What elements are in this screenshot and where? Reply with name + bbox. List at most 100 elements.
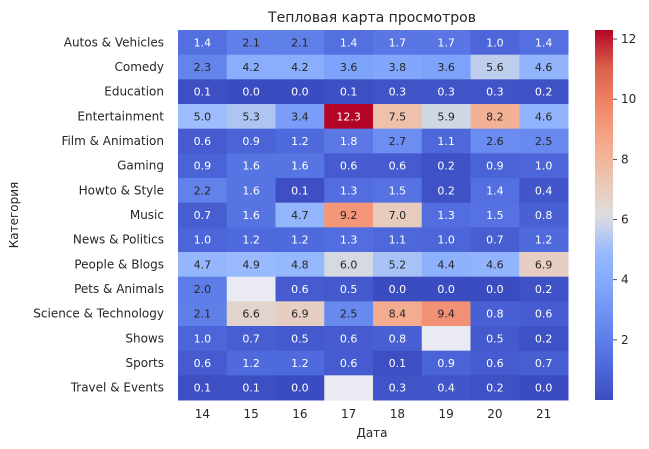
cell-value-label: 9.4 xyxy=(437,308,455,321)
cell-value-label: 0.1 xyxy=(194,86,212,99)
cell-value-label: 5.0 xyxy=(194,110,212,123)
cell-value-label: 0.1 xyxy=(389,357,407,370)
cell-value-label: 1.2 xyxy=(242,357,260,370)
heatmap-cell xyxy=(324,350,374,376)
cell-value-label: 1.6 xyxy=(242,209,260,222)
heatmap-cell xyxy=(178,54,228,80)
cell-value-label: 1.1 xyxy=(389,234,407,247)
heatmap-cell xyxy=(324,54,374,80)
heatmap-cell xyxy=(519,276,569,302)
colorbar-tick-label: 4 xyxy=(621,273,629,287)
heatmap-cell xyxy=(226,326,276,352)
heatmap-cell xyxy=(519,326,569,352)
cell-value-label: 1.2 xyxy=(291,135,309,148)
heatmap-cell xyxy=(421,104,471,130)
heatmap-cell xyxy=(275,30,325,56)
cell-value-label: 6.9 xyxy=(291,308,309,321)
heatmap-cell xyxy=(421,79,471,105)
cell-value-label: 0.9 xyxy=(194,160,212,173)
heatmap-cell xyxy=(178,301,228,327)
cell-value-label: 1.3 xyxy=(437,209,455,222)
heatmap-cell xyxy=(519,178,569,204)
heatmap-cell xyxy=(226,350,276,376)
cell-value-label: 2.7 xyxy=(389,135,407,148)
cell-value-label: 4.6 xyxy=(535,110,553,123)
cell-value-label: 0.6 xyxy=(194,135,212,148)
heatmap-cell xyxy=(275,79,325,105)
cell-value-label: 0.3 xyxy=(437,86,455,99)
cell-value-label: 1.2 xyxy=(291,234,309,247)
cell-value-label: 4.8 xyxy=(291,258,309,271)
cell-value-label: 0.0 xyxy=(437,283,455,296)
cell-value-label: 1.7 xyxy=(389,36,407,49)
cell-value-label: 0.2 xyxy=(486,382,504,395)
heatmap-cell-empty xyxy=(324,375,374,401)
heatmap-cell xyxy=(519,54,569,80)
cell-value-label: 0.6 xyxy=(340,160,358,173)
cell-value-label: 0.6 xyxy=(340,332,358,345)
cell-value-label: 12.3 xyxy=(336,110,361,123)
y-tick-label: Autos & Vehicles xyxy=(64,35,164,49)
colorbar-tick-label: 2 xyxy=(621,333,629,347)
cell-value-label: 2.1 xyxy=(291,36,309,49)
heatmap-cell xyxy=(373,30,423,56)
cell-value-label: 4.2 xyxy=(242,61,260,74)
heatmap-cell-empty xyxy=(421,326,471,352)
cell-value-label: 0.6 xyxy=(486,357,504,370)
cell-value-label: 6.6 xyxy=(242,308,260,321)
heatmap-cell xyxy=(470,30,520,56)
heatmap-cell xyxy=(324,227,374,253)
cell-value-label: 0.2 xyxy=(437,160,455,173)
heatmap-cell xyxy=(519,104,569,130)
heatmap-cell xyxy=(519,153,569,179)
heatmap-cell xyxy=(226,301,276,327)
heatmap-cell xyxy=(421,227,471,253)
heatmap-cell xyxy=(470,153,520,179)
heatmap-cell xyxy=(178,178,228,204)
heatmap-cell xyxy=(275,276,325,302)
x-tick-label: 16 xyxy=(292,407,307,421)
y-tick-label: Gaming xyxy=(117,159,164,173)
y-tick-label: Pets & Animals xyxy=(74,282,164,296)
cell-value-label: 0.0 xyxy=(291,382,309,395)
cell-value-label: 1.6 xyxy=(242,160,260,173)
cell-value-label: 2.2 xyxy=(194,184,212,197)
heatmap-cell xyxy=(470,301,520,327)
heatmap-cell xyxy=(421,350,471,376)
cell-value-label: 6.9 xyxy=(535,258,553,271)
cell-value-label: 5.6 xyxy=(486,61,504,74)
cell-value-label: 0.3 xyxy=(389,382,407,395)
cell-value-label: 4.6 xyxy=(486,258,504,271)
heatmap-cell xyxy=(324,326,374,352)
cell-value-label: 1.7 xyxy=(437,36,455,49)
y-tick-label: Education xyxy=(104,85,164,99)
cell-value-label: 9.2 xyxy=(340,209,358,222)
y-tick-label: Science & Technology xyxy=(33,307,164,321)
cell-value-label: 0.2 xyxy=(535,332,553,345)
heatmap-cell xyxy=(373,252,423,278)
heatmap-cell xyxy=(275,128,325,154)
heatmap-cell xyxy=(178,227,228,253)
cell-value-label: 1.0 xyxy=(194,332,212,345)
heatmap-cell xyxy=(275,54,325,80)
heatmap-cell xyxy=(178,202,228,228)
cell-value-label: 7.0 xyxy=(389,209,407,222)
cell-value-label: 0.6 xyxy=(535,308,553,321)
y-tick-label: Shows xyxy=(125,331,164,345)
y-axis-label: Категория xyxy=(7,182,21,249)
heatmap-cell xyxy=(373,79,423,105)
heatmap-cell xyxy=(519,301,569,327)
y-tick-label: Travel & Events xyxy=(70,381,164,395)
heatmap-cell xyxy=(519,227,569,253)
cell-value-label: 0.9 xyxy=(242,135,260,148)
cell-value-label: 1.2 xyxy=(291,357,309,370)
colorbar-tick-label: 12 xyxy=(621,32,636,46)
heatmap-cell xyxy=(519,350,569,376)
heatmap-cell xyxy=(178,326,228,352)
x-tick-label: 14 xyxy=(195,407,210,421)
cell-value-label: 1.4 xyxy=(535,36,553,49)
heatmap-cell xyxy=(275,153,325,179)
heatmap-cell xyxy=(324,104,374,130)
heatmap-cell xyxy=(373,276,423,302)
heatmap-cell xyxy=(421,153,471,179)
